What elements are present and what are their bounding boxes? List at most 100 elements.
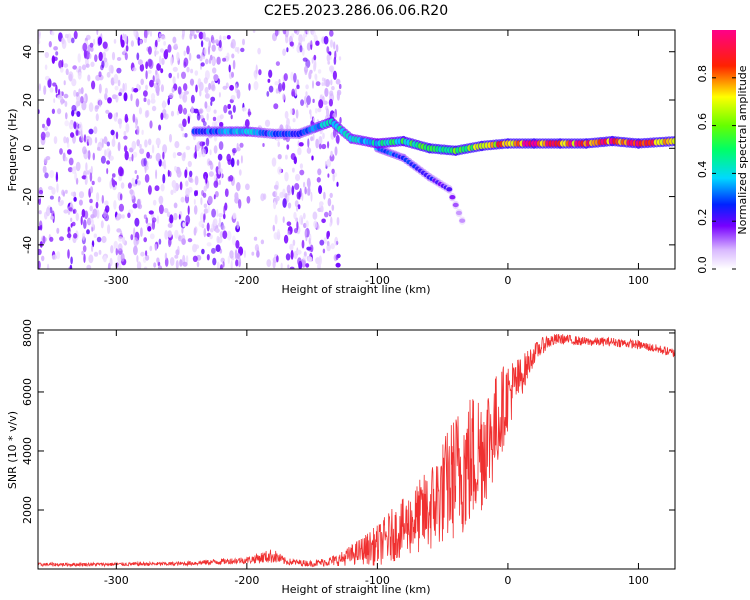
- heatmap-cell: [297, 257, 302, 266]
- heatmap-cell: [234, 196, 240, 204]
- x-tick-label: 100: [628, 274, 649, 287]
- heatmap-cell: [101, 235, 107, 244]
- heatmap-cell: [145, 70, 148, 80]
- heatmap-cell: [177, 72, 180, 79]
- heatmap-cell: [321, 82, 325, 87]
- heatmap-cell: [151, 105, 157, 112]
- heatmap-cell: [72, 138, 76, 144]
- heatmap-cell: [127, 212, 131, 219]
- heatmap-cell: [117, 192, 120, 200]
- heatmap-cell: [83, 134, 87, 143]
- heatmap-cell: [302, 57, 308, 62]
- heatmap-cell: [71, 109, 75, 117]
- heatmap-cell: [183, 83, 188, 92]
- heatmap-cell: [174, 254, 179, 259]
- heatmap-cell: [78, 199, 83, 206]
- heatmap-cell: [257, 47, 261, 55]
- heatmap-cell: [278, 78, 281, 84]
- heatmap-cell: [318, 135, 323, 145]
- heatmap-cell: [93, 251, 99, 257]
- heatmap-cell: [330, 150, 333, 157]
- heatmap-cell: [94, 54, 98, 62]
- heatmap-cell: [64, 120, 69, 127]
- heatmap-cell: [282, 81, 286, 92]
- heatmap-cell: [53, 98, 56, 103]
- heatmap-cell: [285, 154, 288, 160]
- heatmap-cell: [208, 171, 214, 177]
- heatmap-cell: [206, 254, 210, 261]
- heatmap-cell: [49, 206, 53, 214]
- heatmap-cell: [135, 98, 140, 108]
- heatmap-cell: [315, 40, 320, 46]
- heatmap-cell: [53, 136, 58, 145]
- heatmap-cell: [305, 91, 308, 97]
- heatmap-cell: [103, 212, 107, 219]
- heatmap-cell: [146, 151, 151, 159]
- heatmap-cell: [317, 107, 322, 113]
- heatmap-cell: [63, 63, 69, 68]
- heatmap-cell: [172, 152, 177, 159]
- heatmap-cell: [108, 151, 111, 160]
- heatmap-cell: [329, 192, 333, 198]
- heatmap-cell: [124, 82, 128, 92]
- heatmap-cell: [232, 59, 236, 70]
- heatmap-cell: [106, 160, 111, 165]
- heatmap-cell: [182, 93, 188, 103]
- heatmap-cell: [103, 255, 107, 263]
- heatmap-cell: [184, 169, 188, 179]
- heatmap-cell: [175, 249, 180, 256]
- heatmap-cell: [305, 220, 309, 228]
- heatmap-cell: [75, 129, 79, 136]
- heatmap-cell: [159, 55, 162, 65]
- heatmap-cell: [141, 129, 144, 135]
- heatmap-cell: [307, 186, 311, 196]
- heatmap-cell: [326, 231, 330, 240]
- heatmap-cell: [218, 179, 221, 186]
- heatmap-cell: [255, 64, 258, 75]
- heatmap-cell: [322, 132, 325, 139]
- heatmap-cell: [73, 233, 78, 239]
- heatmap-cell: [194, 244, 200, 249]
- heatmap-cell: [299, 169, 305, 176]
- heatmap-cell: [170, 56, 174, 66]
- heatmap-cell: [75, 101, 79, 108]
- heatmap-cell: [59, 236, 64, 241]
- heatmap-cell: [160, 183, 165, 192]
- heatmap-cell: [329, 65, 335, 73]
- heatmap-cell: [44, 172, 49, 179]
- heatmap-cell: [247, 111, 252, 116]
- heatmap-cell: [332, 173, 335, 182]
- heatmap-cell: [203, 213, 206, 223]
- heatmap-cell: [195, 190, 198, 196]
- heatmap-cell: [306, 30, 310, 35]
- heatmap-cell: [185, 187, 190, 198]
- heatmap-cell: [321, 143, 327, 150]
- heatmap-cell: [67, 149, 72, 155]
- heatmap-cell: [253, 81, 259, 91]
- heatmap-cell: [314, 108, 318, 114]
- heatmap-cell: [151, 144, 155, 154]
- heatmap-cell: [294, 200, 299, 208]
- heatmap-cell: [42, 165, 47, 174]
- heatmap-cell: [101, 194, 105, 204]
- heatmap-cell: [123, 130, 127, 136]
- heatmap-cell: [97, 141, 103, 152]
- heatmap-cell: [230, 95, 236, 101]
- heatmap-cell: [153, 82, 157, 89]
- heatmap-cell: [133, 88, 139, 93]
- heatmap-cell: [284, 110, 289, 119]
- heatmap-cell: [137, 36, 141, 47]
- heatmap-cell: [335, 134, 340, 144]
- heatmap-cell: [133, 237, 139, 247]
- heatmap-cell: [273, 103, 279, 110]
- heatmap-cell: [319, 239, 325, 246]
- heatmap-cell: [70, 217, 73, 222]
- heatmap-cell: [57, 108, 62, 115]
- heatmap-cell: [156, 63, 162, 71]
- heatmap-cell: [187, 205, 190, 215]
- heatmap-cell: [135, 118, 138, 126]
- heatmap-cell: [219, 114, 224, 120]
- heatmap-cell: [258, 69, 262, 76]
- heatmap-cell: [44, 64, 48, 70]
